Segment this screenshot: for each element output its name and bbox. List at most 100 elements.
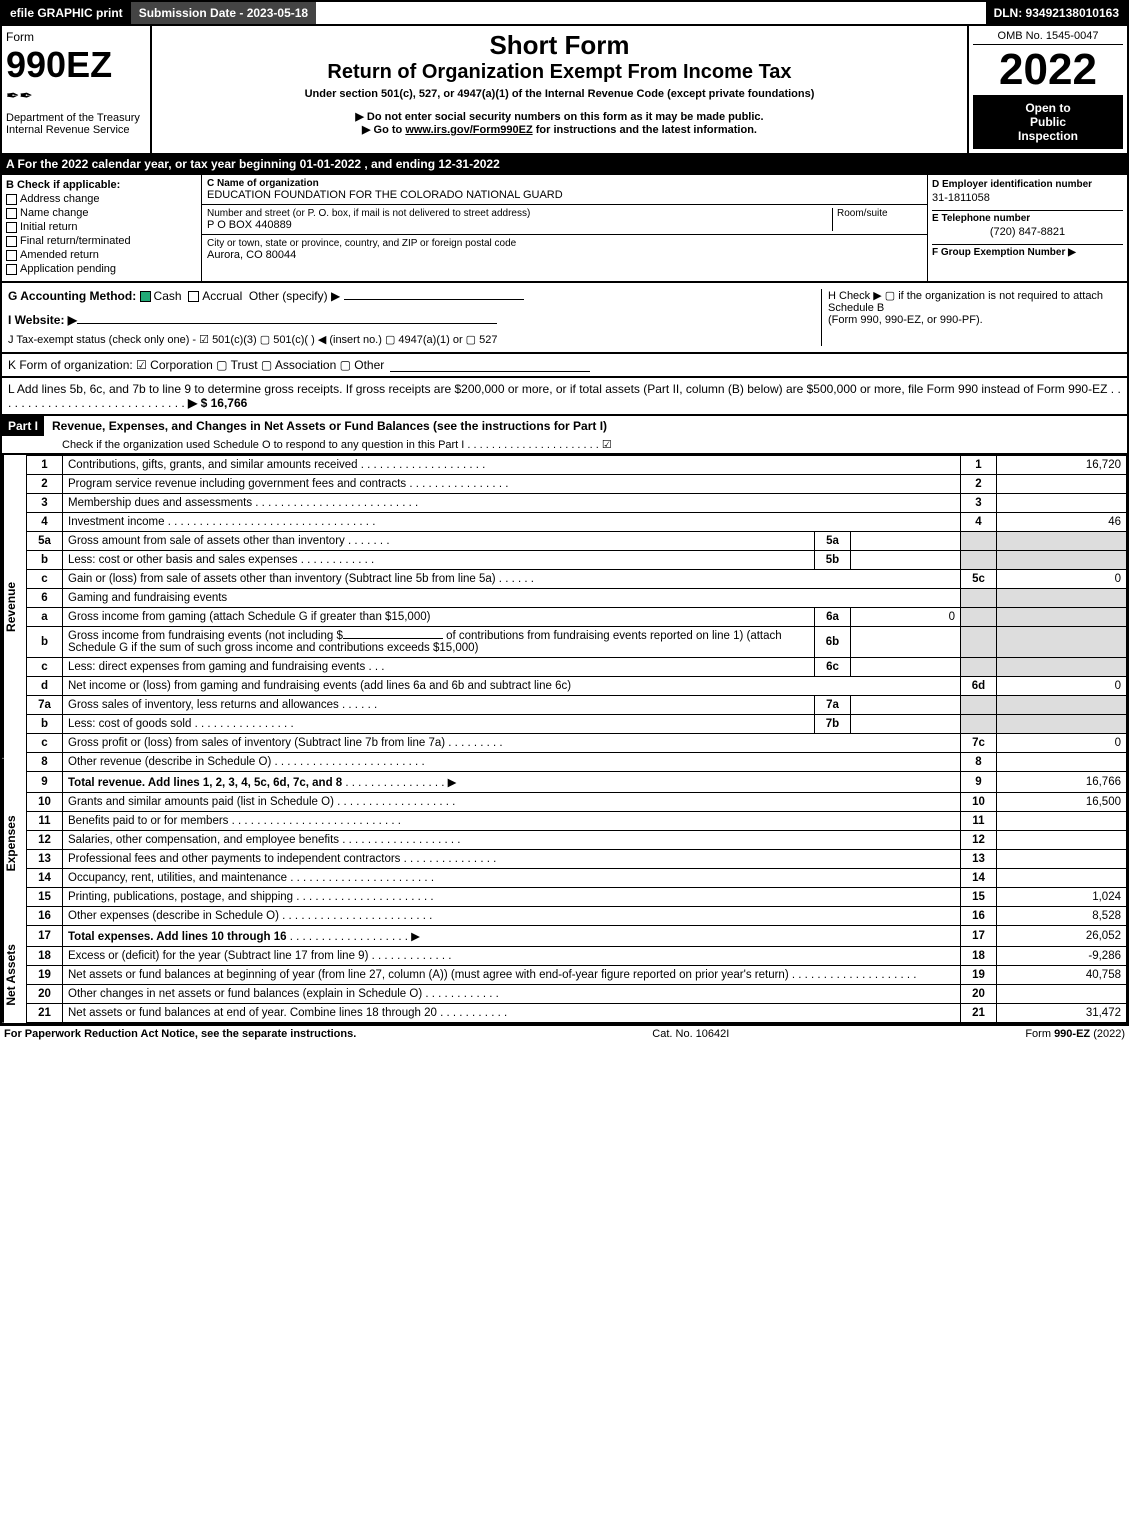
line-20: 20Other changes in net assets or fund ba… bbox=[27, 985, 1127, 1004]
open-to-public: Open to Public Inspection bbox=[973, 95, 1123, 149]
subtitle: Under section 501(c), 527, or 4947(a)(1)… bbox=[156, 88, 963, 100]
col-b-hdr: B Check if applicable: bbox=[6, 179, 197, 191]
top-bar: efile GRAPHIC print Submission Date - 20… bbox=[0, 0, 1129, 26]
lbl-ein: D Employer identification number bbox=[932, 179, 1123, 190]
irs-label: Internal Revenue Service bbox=[6, 124, 146, 136]
col-h: H Check ▶ ▢ if the organization is not r… bbox=[821, 289, 1121, 346]
short-form-title: Short Form bbox=[156, 30, 963, 61]
street: P O BOX 440889 bbox=[207, 219, 832, 231]
line-19: 19Net assets or fund balances at beginni… bbox=[27, 966, 1127, 985]
dln-label: DLN: 93492138010163 bbox=[986, 2, 1127, 24]
row-a-taxyear: A For the 2022 calendar year, or tax yea… bbox=[0, 155, 1129, 175]
ein: 31-1811058 bbox=[932, 192, 1123, 204]
form-number: 990EZ bbox=[6, 44, 146, 86]
open-line3: Inspection bbox=[979, 129, 1117, 143]
fundraising-blank[interactable] bbox=[343, 638, 443, 639]
lbl-group-exemption: F Group Exemption Number ▶ bbox=[932, 244, 1123, 258]
chk-cash[interactable] bbox=[140, 291, 151, 302]
line-3: 3Membership dues and assessments . . . .… bbox=[27, 494, 1127, 513]
col-d: D Employer identification number 31-1811… bbox=[927, 175, 1127, 281]
header-left: Form 990EZ ✒✒ Department of the Treasury… bbox=[2, 26, 152, 153]
header-center: Short Form Return of Organization Exempt… bbox=[152, 26, 967, 153]
row-l-amt: ▶ $ 16,766 bbox=[188, 396, 247, 410]
opt-cash: Cash bbox=[154, 289, 182, 303]
form-word: Form bbox=[6, 30, 146, 44]
line-7a: 7aGross sales of inventory, less returns… bbox=[27, 696, 1127, 715]
line-9: 9Total revenue. Add lines 1, 2, 3, 4, 5c… bbox=[27, 772, 1127, 793]
col-b: B Check if applicable: Address change Na… bbox=[2, 175, 202, 281]
line-4: 4Investment income . . . . . . . . . . .… bbox=[27, 513, 1127, 532]
dept-label: Department of the Treasury bbox=[6, 112, 146, 124]
line-13: 13Professional fees and other payments t… bbox=[27, 850, 1127, 869]
line-16: 16Other expenses (describe in Schedule O… bbox=[27, 907, 1127, 926]
part1-title: Revenue, Expenses, and Changes in Net As… bbox=[52, 419, 607, 433]
line-14: 14Occupancy, rent, utilities, and mainte… bbox=[27, 869, 1127, 888]
line-6b: bGross income from fundraising events (n… bbox=[27, 627, 1127, 658]
chk-name-change[interactable]: Name change bbox=[6, 207, 197, 219]
open-line1: Open to bbox=[979, 101, 1117, 115]
line-2: 2Program service revenue including gover… bbox=[27, 475, 1127, 494]
line-17: 17Total expenses. Add lines 10 through 1… bbox=[27, 926, 1127, 947]
row-k-text: K Form of organization: ☑ Corporation ▢ … bbox=[8, 358, 384, 372]
efile-label[interactable]: efile GRAPHIC print bbox=[2, 2, 131, 24]
omb-label: OMB No. 1545-0047 bbox=[973, 30, 1123, 45]
chk-application-pending[interactable]: Application pending bbox=[6, 263, 197, 275]
row-l-text: L Add lines 5b, 6c, and 7b to line 9 to … bbox=[8, 382, 1107, 396]
line-6d: dNet income or (loss) from gaming and fu… bbox=[27, 677, 1127, 696]
lbl-accounting: G Accounting Method: bbox=[8, 289, 136, 303]
col-c: C Name of organization EDUCATION FOUNDAT… bbox=[202, 175, 927, 281]
chk-accrual[interactable] bbox=[188, 291, 199, 302]
line-7c: cGross profit or (loss) from sales of in… bbox=[27, 734, 1127, 753]
line-8: 8Other revenue (describe in Schedule O) … bbox=[27, 753, 1127, 772]
row-k: K Form of organization: ☑ Corporation ▢ … bbox=[0, 354, 1129, 378]
warn-ssn: ▶ Do not enter social security numbers o… bbox=[156, 110, 963, 123]
city: Aurora, CO 80044 bbox=[207, 249, 922, 261]
footer-mid: Cat. No. 10642I bbox=[652, 1028, 729, 1040]
open-line2: Public bbox=[979, 115, 1117, 129]
org-name: EDUCATION FOUNDATION FOR THE COLORADO NA… bbox=[207, 189, 922, 201]
line-5a: 5aGross amount from sale of assets other… bbox=[27, 532, 1127, 551]
lbl-website: I Website: ▶ bbox=[8, 313, 77, 327]
row-l: L Add lines 5b, 6c, and 7b to line 9 to … bbox=[0, 378, 1129, 416]
cell-org-name: C Name of organization EDUCATION FOUNDAT… bbox=[202, 175, 927, 205]
tax-year: 2022 bbox=[973, 45, 1123, 95]
lbl-street: Number and street (or P. O. box, if mail… bbox=[207, 208, 832, 219]
chk-initial-return[interactable]: Initial return bbox=[6, 221, 197, 233]
header: Form 990EZ ✒✒ Department of the Treasury… bbox=[0, 26, 1129, 155]
other-specify-blank[interactable] bbox=[344, 299, 524, 300]
warn-link-post: for instructions and the latest informat… bbox=[533, 124, 757, 136]
line-5b: bLess: cost or other basis and sales exp… bbox=[27, 551, 1127, 570]
chk-address-change[interactable]: Address change bbox=[6, 193, 197, 205]
other-org-blank[interactable] bbox=[390, 358, 590, 372]
topbar-spacer bbox=[316, 2, 985, 24]
warn-link-pre: ▶ Go to bbox=[362, 124, 405, 136]
part1-chk[interactable]: ☑ bbox=[602, 439, 612, 451]
lbl-phone: E Telephone number bbox=[932, 210, 1123, 224]
line-1: 1Contributions, gifts, grants, and simil… bbox=[27, 456, 1127, 475]
header-right: OMB No. 1545-0047 2022 Open to Public In… bbox=[967, 26, 1127, 153]
chk-amended-return[interactable]: Amended return bbox=[6, 249, 197, 261]
lbl-city: City or town, state or province, country… bbox=[207, 238, 922, 249]
line-21: 21Net assets or fund balances at end of … bbox=[27, 1004, 1127, 1023]
line-6a: aGross income from gaming (attach Schedu… bbox=[27, 608, 1127, 627]
line-6: 6Gaming and fundraising events bbox=[27, 589, 1127, 608]
cell-street: Number and street (or P. O. box, if mail… bbox=[202, 205, 927, 235]
side-revenue: Revenue bbox=[2, 455, 26, 758]
line-5c: cGain or (loss) from sale of assets othe… bbox=[27, 570, 1127, 589]
line-7b: bLess: cost of goods sold . . . . . . . … bbox=[27, 715, 1127, 734]
footer-left: For Paperwork Reduction Act Notice, see … bbox=[4, 1028, 356, 1040]
section-bcd: B Check if applicable: Address change Na… bbox=[0, 175, 1129, 283]
line-18: 18Excess or (deficit) for the year (Subt… bbox=[27, 947, 1127, 966]
website-blank[interactable] bbox=[77, 323, 497, 324]
row-j: J Tax-exempt status (check only one) - ☑… bbox=[8, 333, 821, 346]
chk-final-return[interactable]: Final return/terminated bbox=[6, 235, 197, 247]
line-15: 15Printing, publications, postage, and s… bbox=[27, 888, 1127, 907]
submission-date: Submission Date - 2023-05-18 bbox=[131, 2, 316, 24]
footer-right: Form 990-EZ (2022) bbox=[1025, 1028, 1125, 1040]
line-11: 11Benefits paid to or for members . . . … bbox=[27, 812, 1127, 831]
irs-link[interactable]: www.irs.gov/Form990EZ bbox=[405, 124, 532, 136]
return-title: Return of Organization Exempt From Incom… bbox=[156, 61, 963, 84]
part1-header: Part I Revenue, Expenses, and Changes in… bbox=[0, 416, 1129, 455]
footer: For Paperwork Reduction Act Notice, see … bbox=[0, 1025, 1129, 1042]
part1-label: Part I bbox=[2, 416, 44, 436]
